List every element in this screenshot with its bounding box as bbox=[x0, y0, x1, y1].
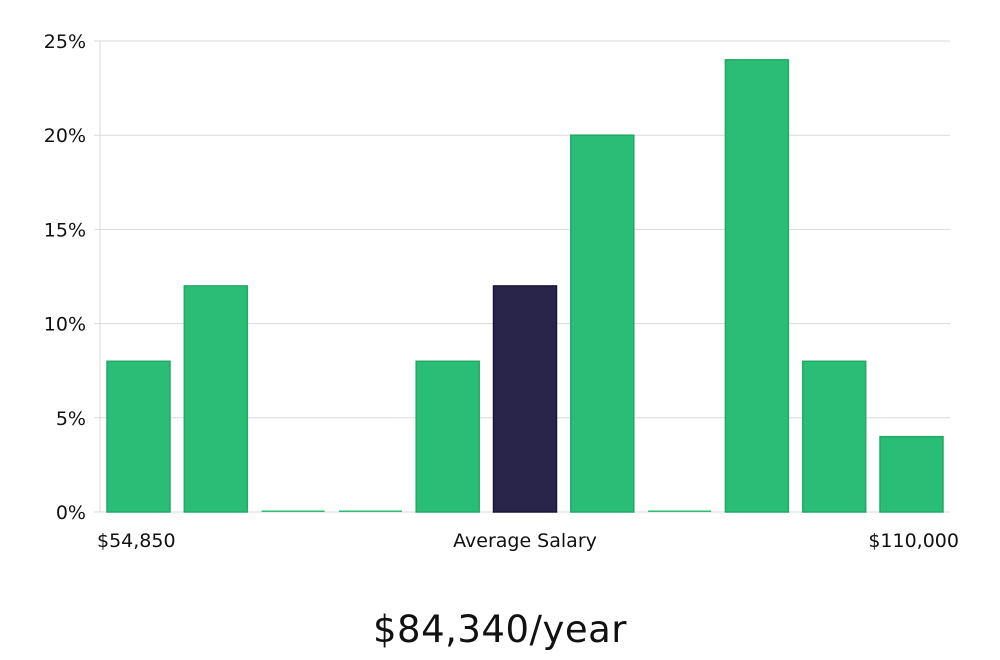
y-tick-label: 10% bbox=[44, 314, 86, 336]
bars bbox=[106, 59, 944, 513]
bar bbox=[648, 510, 712, 512]
x-label-average: Average Salary bbox=[453, 530, 597, 552]
bar bbox=[338, 510, 402, 512]
x-label-min: $54,850 bbox=[97, 530, 176, 552]
y-axis-ticks: 0% 5% 10% 15% 20% 25% bbox=[44, 31, 86, 524]
bar bbox=[183, 285, 249, 513]
bar bbox=[801, 360, 867, 513]
bar bbox=[879, 435, 944, 513]
x-label-max: $110,000 bbox=[868, 530, 959, 552]
bar bbox=[570, 134, 635, 513]
bar-average-bin bbox=[492, 285, 558, 513]
y-tick-label: 20% bbox=[44, 125, 86, 147]
bar bbox=[724, 59, 790, 513]
bar bbox=[415, 360, 480, 513]
y-tick-label: 15% bbox=[44, 219, 86, 241]
y-tick-label: 0% bbox=[56, 502, 86, 524]
salary-distribution-chart: 0%5%10%15%20%25% $54,850 Average Salary … bbox=[44, 31, 959, 552]
bar bbox=[106, 360, 171, 513]
y-tick-label: 5% bbox=[56, 408, 86, 430]
bar bbox=[261, 510, 325, 512]
y-tick-label: 25% bbox=[44, 31, 86, 53]
average-salary: $84,340/year bbox=[372, 608, 627, 651]
